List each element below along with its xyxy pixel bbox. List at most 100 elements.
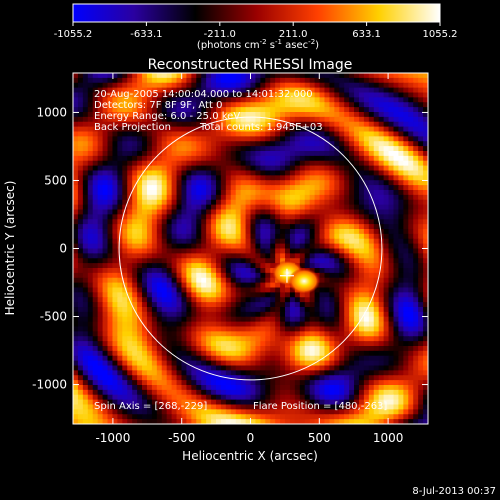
- heatmap-cell: [265, 146, 271, 152]
- heatmap-cell: [171, 243, 178, 250]
- heatmap-cell: [245, 380, 252, 386]
- heatmap-cell: [349, 87, 355, 94]
- heatmap-cell: [339, 112, 345, 118]
- heatmap-cell: [265, 97, 271, 103]
- heatmap-cell: [73, 185, 79, 191]
- heatmap-cell: [309, 404, 316, 410]
- heatmap-cell: [142, 112, 148, 118]
- heatmap-cell: [127, 82, 133, 89]
- heatmap-cell: [393, 102, 400, 108]
- heatmap-cell: [265, 131, 271, 137]
- heatmap-cell: [280, 316, 286, 323]
- heatmap-cell: [413, 350, 419, 357]
- heatmap-cell: [319, 233, 326, 240]
- heatmap-cell: [275, 131, 281, 137]
- heatmap-cell: [186, 229, 192, 235]
- heatmap-cell: [142, 272, 148, 279]
- heatmap-cell: [92, 341, 99, 347]
- heatmap-cell: [181, 204, 188, 211]
- heatmap-cell: [285, 92, 291, 98]
- heatmap-cell: [225, 209, 232, 215]
- heatmap-cell: [191, 102, 197, 108]
- heatmap-cell: [368, 165, 375, 172]
- heatmap-cell: [408, 87, 414, 94]
- heatmap-cell: [250, 112, 257, 118]
- heatmap-cell: [171, 272, 178, 279]
- heatmap-cell: [255, 360, 261, 367]
- heatmap-cell: [393, 311, 400, 318]
- heatmap-cell: [142, 82, 148, 89]
- heatmap-cell: [77, 151, 84, 157]
- heatmap-cell: [265, 121, 271, 128]
- heatmap-cell: [344, 316, 350, 323]
- heatmap-cell: [171, 370, 178, 376]
- heatmap-cell: [240, 380, 247, 386]
- heatmap-cell: [378, 214, 385, 220]
- heatmap-cell: [285, 370, 291, 376]
- heatmap-cell: [191, 268, 197, 274]
- heatmap-cell: [324, 107, 330, 113]
- heatmap-cell: [146, 292, 153, 298]
- heatmap-cell: [329, 297, 335, 303]
- heatmap-cell: [255, 77, 261, 84]
- heatmap-cell: [245, 326, 252, 332]
- heatmap-cell: [388, 136, 395, 142]
- heatmap-cell: [304, 292, 311, 298]
- heatmap-cell: [215, 219, 222, 225]
- heatmap-cell: [171, 336, 178, 342]
- heatmap-cell: [260, 316, 266, 323]
- heatmap-cell: [142, 73, 148, 79]
- heatmap-cell: [285, 116, 291, 123]
- heatmap-cell: [423, 292, 428, 298]
- heatmap-cell: [215, 253, 222, 259]
- heatmap-cell: [339, 316, 345, 323]
- heatmap-cell: [73, 341, 79, 347]
- heatmap-cell: [82, 107, 89, 113]
- heatmap-cell: [235, 121, 242, 128]
- heatmap-cell: [378, 229, 385, 235]
- heatmap-cell: [299, 131, 306, 137]
- heatmap-cell: [122, 394, 128, 401]
- heatmap-cell: [280, 73, 286, 79]
- heatmap-cell: [245, 311, 252, 318]
- heatmap-cell: [166, 311, 173, 318]
- heatmap-cell: [398, 136, 404, 142]
- heatmap-cell: [73, 258, 79, 264]
- heatmap-cell: [289, 136, 296, 142]
- heatmap-cell: [137, 365, 143, 371]
- heatmap-cell: [250, 341, 257, 347]
- heatmap-cell: [181, 346, 188, 352]
- heatmap-cell: [250, 311, 257, 318]
- heatmap-cell: [196, 272, 202, 279]
- heatmap-cell: [314, 180, 321, 186]
- heatmap-cell: [418, 82, 424, 89]
- heatmap-cell: [142, 204, 148, 211]
- heatmap-cell: [373, 185, 380, 191]
- heatmap-cell: [354, 311, 360, 318]
- heatmap-cell: [137, 199, 143, 206]
- heatmap-cell: [186, 399, 192, 406]
- heatmap-cell: [186, 121, 192, 128]
- heatmap-cell: [156, 268, 163, 274]
- heatmap-cell: [102, 141, 109, 147]
- heatmap-cell: [146, 287, 153, 293]
- heatmap-cell: [122, 346, 128, 352]
- heatmap-cell: [270, 82, 276, 89]
- heatmap-cell: [142, 248, 148, 254]
- heatmap-cell: [107, 112, 114, 118]
- heatmap-cell: [215, 112, 222, 118]
- heatmap-cell: [82, 282, 89, 289]
- heatmap-cell: [191, 389, 197, 396]
- heatmap-cell: [191, 331, 197, 337]
- heatmap-cell: [260, 224, 266, 230]
- heatmap-cell: [87, 272, 94, 279]
- heatmap-cell: [107, 253, 114, 259]
- heatmap-cell: [132, 165, 138, 172]
- heatmap-cell: [122, 389, 128, 396]
- heatmap-cell: [166, 233, 173, 240]
- heatmap-cell: [225, 92, 232, 98]
- heatmap-cell: [196, 126, 202, 133]
- heatmap-cell: [403, 268, 409, 274]
- heatmap-cell: [206, 341, 212, 347]
- heatmap-cell: [146, 302, 153, 308]
